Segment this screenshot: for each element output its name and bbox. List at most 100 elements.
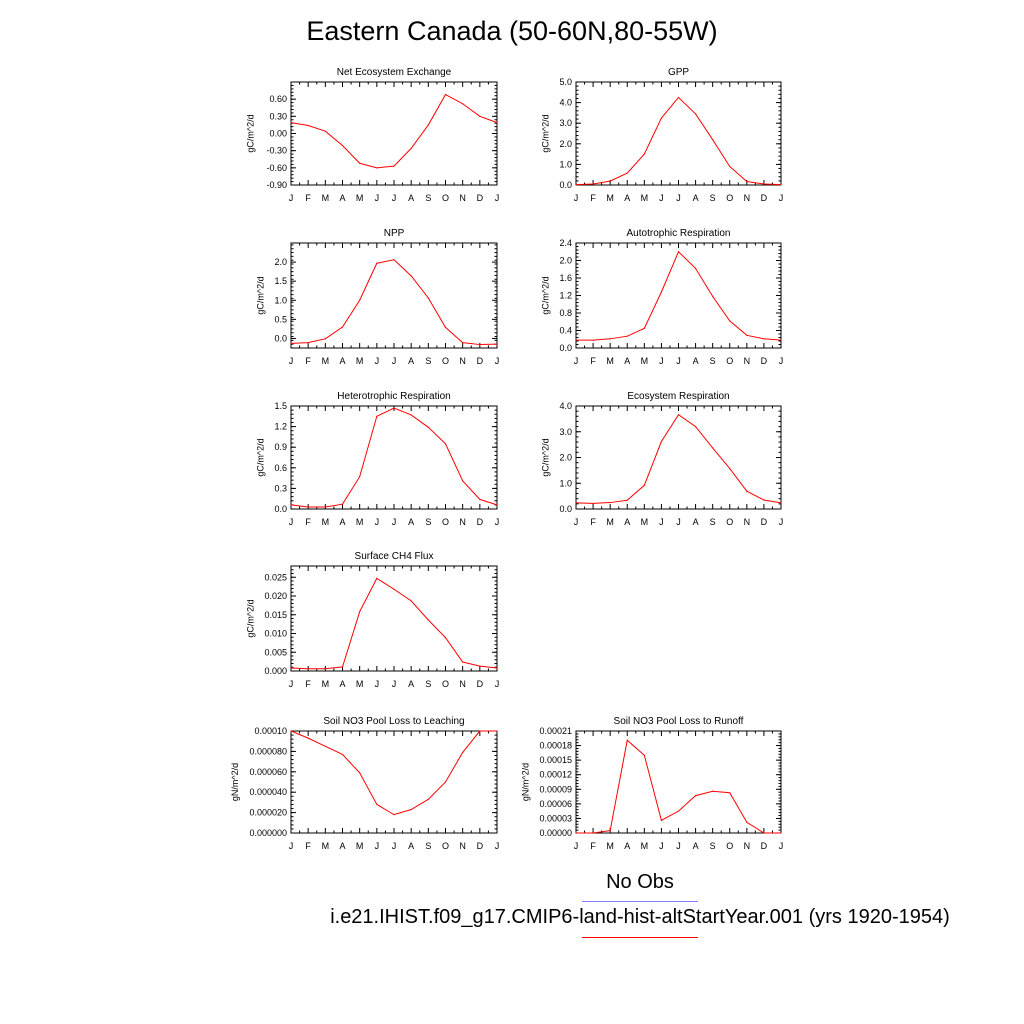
data-point <box>575 502 577 504</box>
series-line <box>290 577 498 670</box>
data-point <box>746 334 748 336</box>
data-point <box>729 467 731 470</box>
y-tick-label: 0.0 <box>559 343 572 353</box>
data-point <box>729 165 731 168</box>
x-tick-label: A <box>339 679 345 689</box>
data-point <box>694 795 697 797</box>
data-point <box>410 600 412 602</box>
data-point <box>479 343 481 346</box>
x-tick-label: N <box>744 517 751 527</box>
chart-panel-5: J F M A M J J A S O N D J0.00.30.60.91.21.5Heterotro… <box>256 391 500 527</box>
data-point <box>660 440 663 443</box>
x-tick-label: J <box>289 193 294 203</box>
x-tick-label: N <box>459 356 466 366</box>
data-point <box>341 666 344 668</box>
y-tick-label: 0.00015 <box>539 755 572 765</box>
x-tick-label: J <box>574 841 579 851</box>
y-axis-label: gC/m^2/d <box>256 276 266 314</box>
plot-frame <box>290 730 498 834</box>
series-line <box>290 407 498 508</box>
y-tick-label: 0.00006 <box>539 799 572 809</box>
chart-title: Net Ecosystem Exchange <box>337 67 452 78</box>
data-point <box>324 338 326 340</box>
x-tick-label: N <box>459 193 466 203</box>
y-tick-label: 1.0 <box>274 295 287 305</box>
data-point <box>592 832 594 834</box>
legend-model-line <box>582 937 698 938</box>
data-point <box>462 661 464 663</box>
data-point <box>660 291 663 293</box>
x-tick-label: A <box>693 193 699 203</box>
data-point <box>746 490 748 492</box>
x-tick-label: J <box>574 356 579 366</box>
x-tick-label: S <box>710 517 716 527</box>
x-tick-label: M <box>606 193 614 203</box>
data-point <box>444 443 447 445</box>
y-tick-label: 0.000 <box>264 666 287 676</box>
series-line <box>290 93 498 169</box>
x-tick-label: M <box>641 193 649 203</box>
data-point <box>341 326 344 328</box>
x-tick-label: O <box>726 517 733 527</box>
data-point <box>643 754 645 756</box>
x-tick-label: A <box>339 193 345 203</box>
x-tick-label: A <box>693 517 699 527</box>
data-point <box>427 798 429 800</box>
data-point <box>592 502 594 504</box>
x-tick-label: O <box>726 193 733 203</box>
x-tick-label: J <box>495 517 500 527</box>
data-point <box>712 295 714 297</box>
data-point <box>643 327 645 329</box>
y-tick-label: 2.4 <box>559 238 572 248</box>
y-tick-label: 2.0 <box>274 257 287 267</box>
data-point <box>359 162 361 164</box>
y-tick-label: 0.00003 <box>539 813 572 823</box>
y-axis-label: gC/m^2/d <box>541 276 551 314</box>
y-tick-label: 1.0 <box>559 159 572 169</box>
x-tick-label: J <box>289 841 294 851</box>
data-point <box>763 183 765 185</box>
legend-model-label: i.e21.IHIST.f09_g17.CMIP6-land-hist-altS… <box>330 906 950 928</box>
y-tick-label: 0.0 <box>274 504 287 514</box>
x-tick-label: J <box>392 356 397 366</box>
y-axis-label: gN/m^2/d <box>230 763 240 801</box>
data-point <box>290 667 292 669</box>
chart-panel-9: J F M A M J J A S O N D J0.000000.000030.000060.0000… <box>520 716 783 851</box>
x-tick-label: J <box>676 841 681 851</box>
data-point <box>780 502 782 504</box>
data-point <box>746 180 748 183</box>
x-tick-label: J <box>392 841 397 851</box>
plot-frame <box>290 81 498 186</box>
data-point <box>592 183 594 185</box>
y-tick-label: 0.015 <box>264 610 287 620</box>
plot-frame <box>290 242 498 349</box>
y-tick-label: 0.6 <box>274 463 287 473</box>
x-tick-label: M <box>606 841 614 851</box>
data-point <box>575 183 577 186</box>
data-point <box>694 426 697 428</box>
x-tick-label: F <box>305 517 311 527</box>
x-tick-label: O <box>442 517 449 527</box>
x-tick-label: N <box>744 356 751 366</box>
x-tick-label: N <box>744 841 751 851</box>
x-tick-label: J <box>676 356 681 366</box>
data-point <box>479 730 481 732</box>
x-tick-label: S <box>710 356 716 366</box>
y-tick-label: 0.025 <box>264 572 287 582</box>
data-point <box>780 183 782 186</box>
data-point <box>359 476 361 478</box>
x-tick-label: M <box>356 193 364 203</box>
x-tick-label: M <box>356 517 364 527</box>
data-point <box>462 480 464 482</box>
x-tick-label: D <box>761 193 768 203</box>
y-tick-label: 0.30 <box>269 111 287 121</box>
x-tick-label: F <box>305 679 311 689</box>
y-axis-label: gC/m^2/d <box>246 599 256 637</box>
x-tick-label: S <box>425 517 431 527</box>
data-point <box>324 130 326 132</box>
data-point <box>746 821 748 823</box>
data-point <box>643 484 645 486</box>
x-tick-label: N <box>459 679 466 689</box>
